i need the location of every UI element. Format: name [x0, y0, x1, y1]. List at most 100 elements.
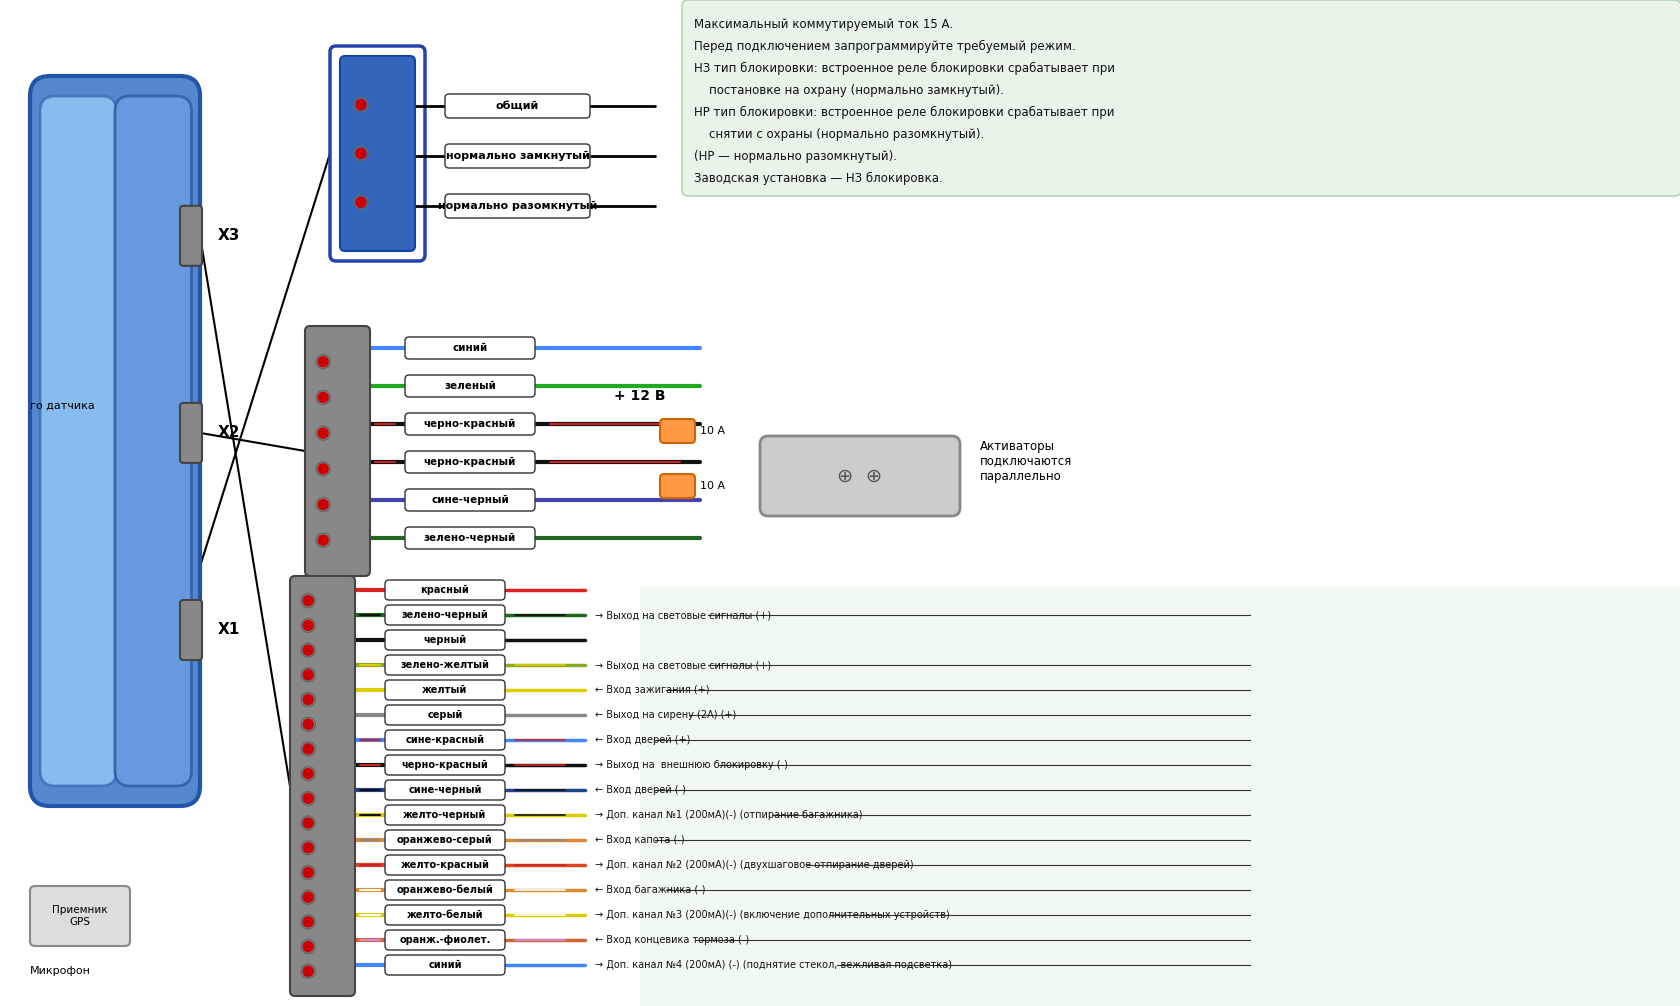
FancyBboxPatch shape: [445, 144, 590, 168]
Circle shape: [302, 916, 312, 927]
Text: (НР — нормально разомкнутый).: (НР — нормально разомкнутый).: [694, 150, 897, 163]
Text: синий: синий: [452, 343, 487, 353]
Text: общий: общий: [496, 101, 539, 111]
FancyBboxPatch shape: [660, 474, 694, 498]
FancyBboxPatch shape: [385, 730, 504, 750]
Text: желто-черный: желто-черный: [403, 810, 487, 820]
Circle shape: [318, 357, 328, 367]
Text: 10 А: 10 А: [699, 481, 724, 491]
Circle shape: [302, 719, 312, 729]
FancyBboxPatch shape: [405, 527, 534, 549]
Text: Активаторы
подключаются
параллельно: Активаторы подключаются параллельно: [979, 440, 1072, 483]
FancyBboxPatch shape: [385, 955, 504, 975]
Text: → Выход на световые сигналы (+): → Выход на световые сигналы (+): [595, 660, 771, 670]
Circle shape: [356, 149, 366, 159]
FancyBboxPatch shape: [385, 805, 504, 825]
Text: го датчика: го датчика: [30, 401, 94, 411]
Text: ← Вход концевика тормоза (-): ← Вход концевика тормоза (-): [595, 935, 749, 945]
Circle shape: [318, 392, 328, 402]
Circle shape: [302, 670, 312, 680]
FancyBboxPatch shape: [180, 206, 202, 266]
Text: НР тип блокировки: встроенное реле блокировки срабатывает при: НР тип блокировки: встроенное реле блоки…: [694, 106, 1114, 119]
Circle shape: [356, 197, 366, 207]
Circle shape: [302, 843, 312, 853]
Text: 10 А: 10 А: [699, 426, 724, 436]
Circle shape: [318, 429, 328, 439]
Text: → Доп. канал №3 (200мА)(-) (включение дополнительных устройств): → Доп. канал №3 (200мА)(-) (включение до…: [595, 910, 949, 920]
Circle shape: [356, 100, 366, 110]
FancyBboxPatch shape: [385, 880, 504, 900]
Text: → Доп. канал №1 (200мА)(-) (отпирание багажника): → Доп. канал №1 (200мА)(-) (отпирание ба…: [595, 810, 862, 820]
Text: сине-красный: сине-красный: [405, 735, 484, 745]
FancyBboxPatch shape: [405, 337, 534, 359]
FancyBboxPatch shape: [682, 0, 1680, 196]
Text: зелено-желтый: зелено-желтый: [400, 660, 489, 670]
Text: оранж.-фиолет.: оранж.-фиолет.: [400, 935, 491, 945]
FancyBboxPatch shape: [759, 436, 959, 516]
Text: НЗ тип блокировки: встроенное реле блокировки срабатывает при: НЗ тип блокировки: встроенное реле блоки…: [694, 62, 1114, 75]
FancyBboxPatch shape: [385, 580, 504, 600]
FancyBboxPatch shape: [385, 855, 504, 875]
Text: снятии с охраны (нормально разомкнутый).: снятии с охраны (нормально разомкнутый).: [694, 128, 984, 141]
FancyBboxPatch shape: [405, 375, 534, 397]
FancyBboxPatch shape: [180, 402, 202, 463]
Text: Максимальный коммутируемый ток 15 А.: Максимальный коммутируемый ток 15 А.: [694, 18, 953, 31]
Text: сине-черный: сине-черный: [408, 785, 482, 795]
FancyBboxPatch shape: [660, 420, 694, 443]
Text: красный: красный: [420, 584, 469, 595]
Text: ⊕  ⊕: ⊕ ⊕: [837, 467, 882, 486]
Text: желто-красный: желто-красный: [400, 860, 489, 870]
Circle shape: [318, 535, 328, 545]
Circle shape: [302, 794, 312, 804]
Text: X3: X3: [218, 228, 240, 243]
Text: → Доп. канал №2 (200мА)(-) (двухшаговое отпирание дверей): → Доп. канал №2 (200мА)(-) (двухшаговое …: [595, 860, 914, 870]
Text: Заводская установка — НЗ блокировка.: Заводская установка — НЗ блокировка.: [694, 172, 942, 185]
FancyBboxPatch shape: [405, 451, 534, 473]
FancyBboxPatch shape: [291, 576, 354, 996]
Text: ← Вход багажника (-): ← Вход багажника (-): [595, 885, 706, 895]
FancyBboxPatch shape: [405, 489, 534, 511]
FancyBboxPatch shape: [40, 96, 116, 786]
FancyBboxPatch shape: [445, 194, 590, 218]
FancyBboxPatch shape: [114, 96, 192, 786]
Text: X1: X1: [218, 623, 240, 638]
FancyBboxPatch shape: [385, 754, 504, 775]
FancyBboxPatch shape: [180, 600, 202, 660]
Circle shape: [302, 744, 312, 753]
FancyBboxPatch shape: [304, 326, 370, 576]
Text: оранжево-серый: оранжево-серый: [396, 835, 492, 845]
FancyBboxPatch shape: [385, 630, 504, 650]
Text: черно-красный: черно-красный: [423, 418, 516, 429]
Text: зелено-черный: зелено-черный: [402, 610, 489, 620]
Circle shape: [302, 769, 312, 779]
FancyBboxPatch shape: [405, 413, 534, 435]
Text: нормально замкнутый: нормально замкнутый: [445, 151, 590, 161]
Text: → Выход на  внешнюю блокировку (-): → Выход на внешнюю блокировку (-): [595, 760, 788, 770]
Text: желтый: желтый: [422, 685, 467, 695]
FancyBboxPatch shape: [385, 905, 504, 925]
Circle shape: [302, 942, 312, 952]
Text: ← Вход зажигания (+): ← Вход зажигания (+): [595, 685, 709, 695]
Text: Микрофон: Микрофон: [30, 966, 91, 976]
FancyBboxPatch shape: [385, 605, 504, 625]
FancyBboxPatch shape: [445, 94, 590, 118]
FancyBboxPatch shape: [385, 655, 504, 675]
Text: Перед подключением запрограммируйте требуемый режим.: Перед подключением запрограммируйте треб…: [694, 40, 1075, 53]
Text: + 12 В: + 12 В: [613, 389, 665, 403]
Circle shape: [318, 500, 328, 510]
Circle shape: [302, 621, 312, 631]
Circle shape: [302, 694, 312, 704]
Text: черный: черный: [423, 635, 467, 645]
Text: сине-черный: сине-черный: [430, 495, 509, 505]
Text: постановке на охрану (нормально замкнутый).: постановке на охрану (нормально замкнуты…: [694, 83, 1003, 97]
Circle shape: [302, 818, 312, 828]
FancyBboxPatch shape: [339, 56, 415, 252]
FancyBboxPatch shape: [385, 780, 504, 800]
FancyBboxPatch shape: [385, 830, 504, 850]
Circle shape: [302, 892, 312, 902]
Text: зелено-черный: зелено-черный: [423, 533, 516, 543]
Text: ← Вход дверей (+): ← Вход дверей (+): [595, 735, 690, 745]
Circle shape: [318, 464, 328, 474]
Text: оранжево-белый: оранжево-белый: [396, 884, 494, 895]
Text: зеленый: зеленый: [444, 381, 496, 391]
